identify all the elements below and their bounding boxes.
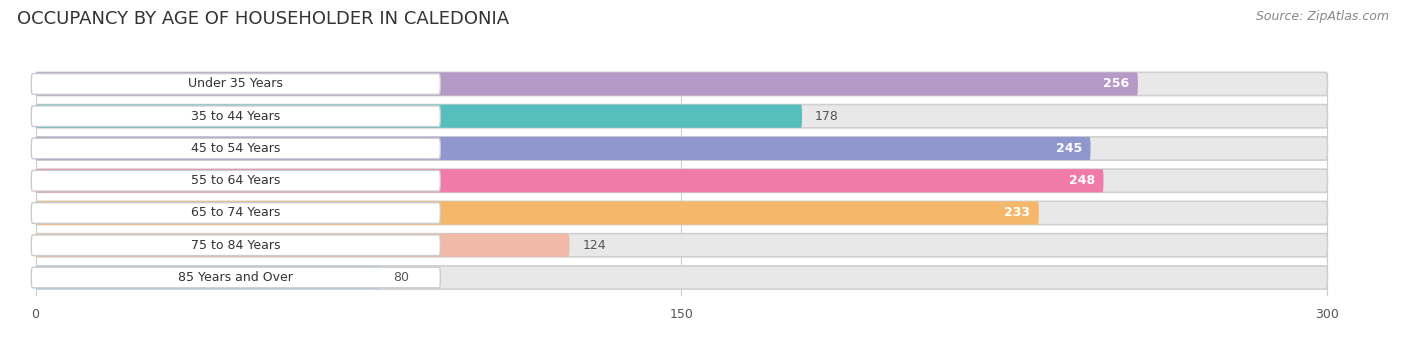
- FancyBboxPatch shape: [35, 266, 380, 289]
- FancyBboxPatch shape: [35, 202, 1039, 225]
- FancyBboxPatch shape: [35, 234, 1327, 257]
- Text: 80: 80: [394, 271, 409, 284]
- Text: 233: 233: [1004, 207, 1031, 220]
- FancyBboxPatch shape: [35, 234, 569, 257]
- FancyBboxPatch shape: [31, 203, 440, 223]
- FancyBboxPatch shape: [35, 169, 1327, 192]
- Text: 35 to 44 Years: 35 to 44 Years: [191, 110, 280, 123]
- FancyBboxPatch shape: [31, 267, 440, 288]
- Text: 178: 178: [815, 110, 839, 123]
- Text: 256: 256: [1104, 77, 1129, 90]
- Text: OCCUPANCY BY AGE OF HOUSEHOLDER IN CALEDONIA: OCCUPANCY BY AGE OF HOUSEHOLDER IN CALED…: [17, 10, 509, 28]
- FancyBboxPatch shape: [31, 235, 440, 255]
- FancyBboxPatch shape: [35, 72, 1137, 95]
- FancyBboxPatch shape: [35, 137, 1327, 160]
- Text: Under 35 Years: Under 35 Years: [188, 77, 283, 90]
- Text: 65 to 74 Years: 65 to 74 Years: [191, 207, 281, 220]
- FancyBboxPatch shape: [31, 138, 440, 159]
- FancyBboxPatch shape: [35, 266, 1327, 289]
- FancyBboxPatch shape: [35, 105, 801, 128]
- Text: 124: 124: [582, 239, 606, 252]
- FancyBboxPatch shape: [35, 72, 1327, 95]
- Text: 245: 245: [1056, 142, 1083, 155]
- Text: 45 to 54 Years: 45 to 54 Years: [191, 142, 281, 155]
- Text: 75 to 84 Years: 75 to 84 Years: [191, 239, 281, 252]
- FancyBboxPatch shape: [35, 137, 1091, 160]
- FancyBboxPatch shape: [35, 105, 1327, 128]
- FancyBboxPatch shape: [31, 106, 440, 127]
- FancyBboxPatch shape: [31, 74, 440, 94]
- FancyBboxPatch shape: [35, 169, 1104, 192]
- Text: 85 Years and Over: 85 Years and Over: [179, 271, 294, 284]
- Text: Source: ZipAtlas.com: Source: ZipAtlas.com: [1256, 10, 1389, 23]
- Text: 55 to 64 Years: 55 to 64 Years: [191, 174, 281, 187]
- FancyBboxPatch shape: [35, 202, 1327, 225]
- FancyBboxPatch shape: [31, 170, 440, 191]
- Text: 248: 248: [1069, 174, 1095, 187]
